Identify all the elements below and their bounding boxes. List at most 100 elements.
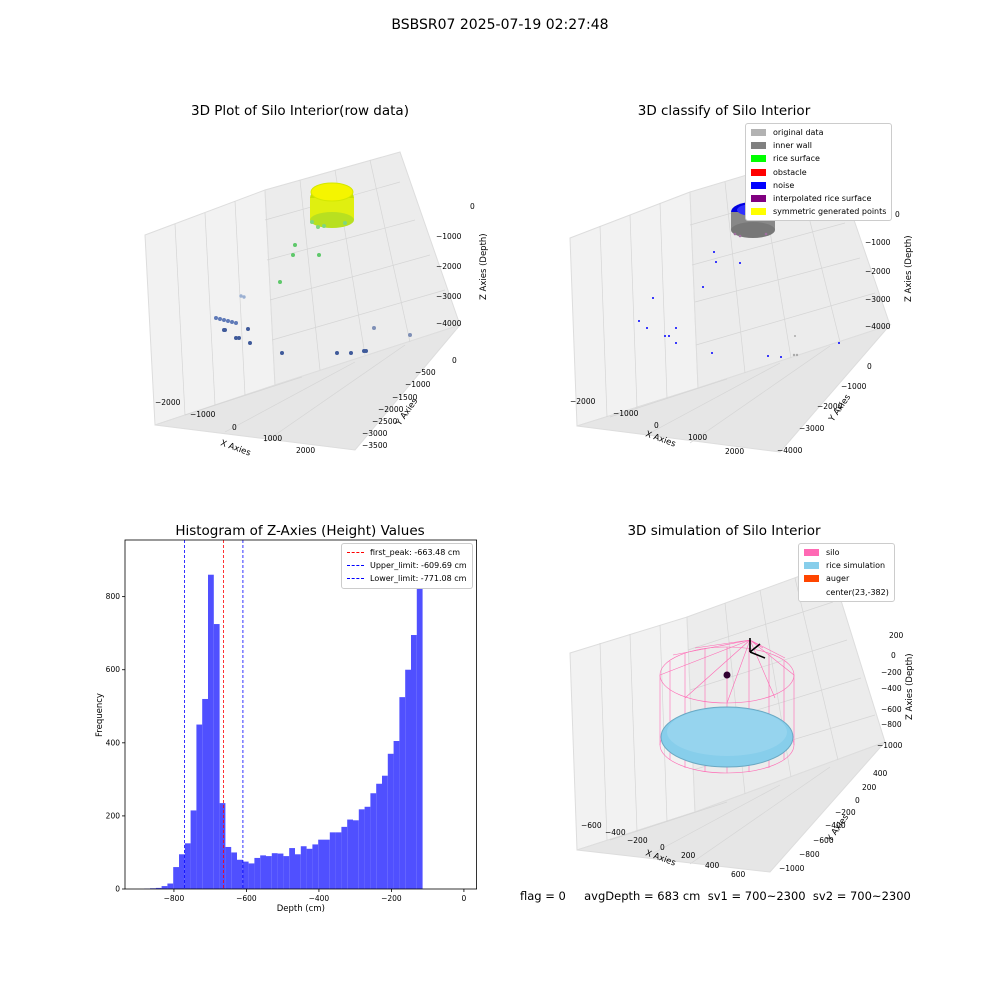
histogram-bar	[202, 698, 209, 889]
plot1-ytick: −3500	[362, 441, 388, 450]
legend-entry: auger	[804, 572, 889, 585]
plot2-ztick: −3000	[865, 295, 891, 304]
plot2-ytick: −3000	[799, 424, 825, 433]
histogram-bar	[167, 883, 174, 889]
histogram-bar	[283, 856, 290, 889]
plot4-xtick: −200	[627, 836, 648, 845]
legend-line	[347, 578, 364, 580]
histogram-xtick-label: −200	[381, 894, 402, 903]
histogram-bar	[405, 669, 411, 889]
histogram-bar	[155, 887, 162, 889]
plot1-ytick: 0	[452, 356, 457, 365]
histogram-bar	[161, 886, 168, 889]
histogram-bar	[254, 857, 261, 889]
plot2-xtick: −2000	[570, 397, 596, 406]
legend-label: Lower_limit: -771.08 cm	[370, 574, 467, 584]
plot4-xtick: −400	[605, 828, 626, 837]
histogram-bar	[208, 574, 214, 889]
legend-label: auger	[826, 574, 850, 584]
plot1-xtick: −1000	[190, 410, 216, 419]
legend-swatch	[804, 562, 819, 570]
plot1-ytick: −500	[415, 368, 436, 377]
legend-label: obstacle	[773, 167, 807, 177]
histogram-ytick-label: 200	[106, 811, 121, 820]
legend-entry: center(23,-382)	[804, 586, 889, 599]
plot4-xtick: 600	[731, 870, 746, 879]
plot2-axes: −2000 −1000 0 1000 2000 0 −1000 −2000 −3…	[569, 149, 914, 456]
histogram-yticks: 0 200 400 600 800	[106, 592, 125, 894]
plot2-ztick: 0	[895, 210, 900, 219]
plot2-ytick: −4000	[777, 446, 803, 455]
histogram-bar	[410, 635, 417, 889]
plot4-ytick: 200	[862, 783, 877, 792]
plot1-ztick: −4000	[436, 319, 462, 328]
histogram-bar	[370, 793, 377, 889]
histogram-lines	[184, 540, 244, 889]
plot1-ytick: −1500	[392, 393, 418, 402]
plot1-xtick: 2000	[296, 446, 315, 455]
legend-label: inner wall	[773, 141, 813, 151]
histogram-bar	[318, 839, 324, 889]
plot4-xtick: 400	[705, 861, 720, 870]
plot2-ytick: −2000	[817, 402, 843, 411]
plot1-ytick: −3000	[362, 429, 388, 438]
plot1-ztick: −1000	[436, 232, 462, 241]
histogram-bar	[231, 852, 238, 889]
legend-entry: Upper_limit: -609.69 cm	[347, 559, 467, 572]
legend-line	[347, 565, 364, 567]
plot1-points	[214, 182, 412, 355]
histogram-axes: −800 −600 −400 −200 0 0 200 400 600 800 Depth (c…	[95, 539, 478, 914]
legend-entry: noise	[751, 179, 886, 192]
plot4-ytick: 0	[855, 796, 860, 805]
legend-label: noise	[773, 180, 795, 190]
plot4-ztick: −600	[881, 705, 902, 714]
plot2-ytick: 0	[867, 362, 872, 371]
histogram-xtick-label: −800	[164, 894, 185, 903]
plot1-zlabel: Z Axies (Depth)	[479, 233, 489, 300]
plot2-xtick: 2000	[725, 447, 744, 456]
plot1-ytick: −2000	[378, 405, 404, 414]
plot4-ytick: −600	[813, 836, 834, 845]
legend-label: rice simulation	[826, 561, 886, 571]
histogram-ytick-label: 400	[106, 738, 121, 747]
plot2-xtick: 1000	[688, 433, 707, 442]
histogram-bar	[358, 809, 365, 889]
auger-marker	[723, 671, 731, 679]
histogram-bar	[335, 832, 342, 889]
histogram-bar	[277, 853, 284, 889]
histogram-ytick-label: 600	[106, 665, 121, 674]
plot1-ytick: −2500	[372, 417, 398, 426]
rice-simulation-top	[667, 708, 787, 756]
histogram-frame	[124, 539, 478, 890]
legend-label: interpolated rice surface	[773, 194, 872, 204]
plot2-zlabel: Z Axies (Depth)	[904, 235, 914, 302]
histogram-bar	[300, 846, 307, 889]
legend-entry: original data	[751, 126, 886, 139]
legend-swatch	[751, 195, 766, 203]
plot1-xlabel: X Axies	[219, 438, 252, 458]
plot4-xtick: −600	[581, 821, 602, 830]
legend-entry: first_peak: -663.48 cm	[347, 546, 467, 559]
histogram-ytick-label: 0	[115, 885, 120, 894]
plot1-panes	[144, 151, 462, 451]
histogram-bar	[399, 697, 406, 889]
legend-label: first_peak: -663.48 cm	[370, 548, 461, 558]
legend-entry: rice surface	[751, 152, 886, 165]
histogram-bar	[323, 839, 330, 889]
histogram-bar	[271, 853, 278, 889]
plot1-ztick: 0	[470, 202, 475, 211]
histogram-bars	[144, 560, 423, 889]
histogram-bar	[352, 820, 359, 889]
histogram-bar	[295, 854, 301, 889]
legend-label: Upper_limit: -609.69 cm	[370, 561, 467, 571]
plot1-axes: −2000 −1000 0 1000 2000 0 −500 −1000 −15…	[144, 151, 489, 459]
legend-label: rice surface	[773, 154, 820, 164]
histogram-xtick-label: −600	[236, 894, 257, 903]
legend-entry: obstacle	[751, 166, 886, 179]
histogram-bar	[347, 819, 353, 889]
histogram-bar	[179, 854, 185, 889]
plot1-ytick: −1000	[405, 380, 431, 389]
legend-swatch	[751, 208, 766, 216]
histogram-ytick-label: 800	[106, 592, 121, 601]
plot4-ztick: −800	[881, 720, 902, 729]
